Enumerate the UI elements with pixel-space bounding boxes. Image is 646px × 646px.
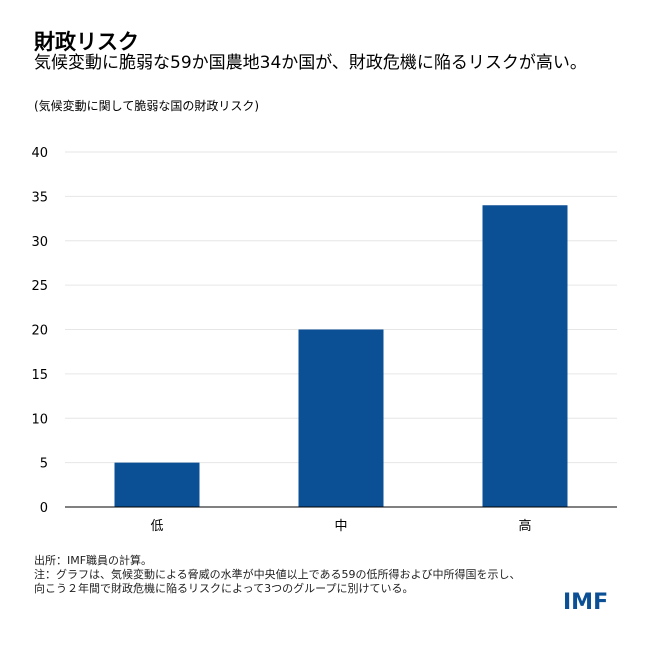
chart-note: (気候変動に関して脆弱な国の財政リスク) (34, 99, 260, 113)
y-tick-label: 0 (40, 501, 48, 516)
y-tick-label: 35 (31, 190, 48, 205)
bar (298, 329, 384, 507)
bar (114, 462, 200, 507)
source-text: 出所：IMF職員の計算。 (34, 554, 153, 567)
y-tick-label: 20 (31, 324, 48, 339)
x-tick-label: 高 (518, 518, 531, 534)
note-line-1: 注：グラフは、気候変動による脅威の水準が中央値以上である59の低所得および中所得… (34, 568, 521, 581)
y-tick-label: 5 (40, 457, 48, 472)
imf-logo: IMF (563, 590, 609, 615)
y-tick-label: 40 (31, 146, 48, 161)
y-tick-label: 15 (31, 368, 48, 383)
y-tick-label: 30 (31, 235, 48, 250)
note-line-2: 向こう２年間で財政危機に陥るリスクによって3つのグループに別けている。 (34, 582, 414, 595)
chart-title: 財政リスク (34, 30, 139, 54)
x-tick-label: 低 (150, 519, 163, 534)
y-tick-label: 10 (31, 412, 48, 427)
footer-notes: 出所：IMF職員の計算。 注：グラフは、気候変動による脅威の水準が中央値以上であ… (34, 554, 521, 596)
bar (482, 205, 568, 507)
y-tick-label: 25 (31, 279, 48, 294)
x-tick-label: 中 (334, 519, 347, 534)
chart-subtitle: 気候変動に脆弱な59か国農地34か国が、財政危機に陥るリスクが高い。 (34, 53, 587, 73)
